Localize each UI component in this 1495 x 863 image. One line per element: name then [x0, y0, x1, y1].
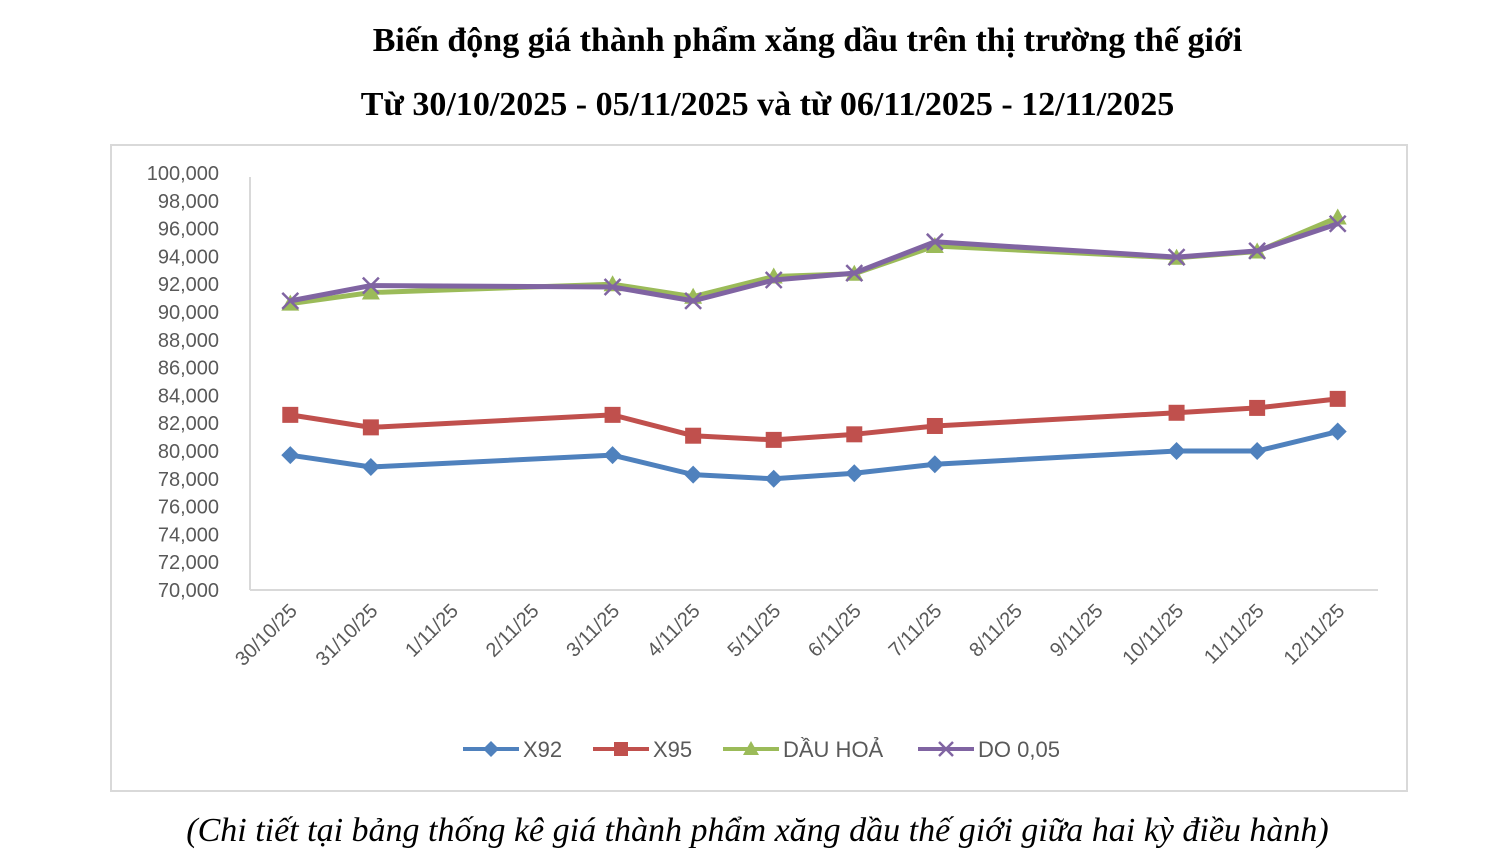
legend-item: X92 [463, 737, 562, 762]
triangle-marker-icon [743, 741, 759, 755]
x-tick-label: 9/11/25 [1046, 600, 1108, 662]
x-tick-label: 2/11/25 [482, 600, 544, 662]
x-marker-icon [603, 278, 622, 296]
legend-label: DẦU HOẢ [783, 737, 884, 762]
y-tick-label: 92,000 [158, 274, 219, 296]
legend-item: X95 [593, 737, 692, 762]
x-marker-icon [1167, 248, 1186, 266]
series-x95 [282, 390, 1346, 448]
series-x92 [281, 422, 1347, 488]
x-marker-icon [845, 264, 864, 282]
y-tick-label: 94,000 [158, 246, 219, 268]
diamond-marker-icon [1328, 422, 1347, 441]
x-tick-label: 1/11/25 [401, 600, 463, 662]
x-marker-icon [684, 291, 703, 310]
x-marker-icon [281, 291, 300, 310]
triangle-marker-icon [361, 283, 380, 300]
square-marker-icon [1168, 404, 1185, 421]
y-tick-label: 82,000 [158, 413, 219, 435]
x-tick-label: 11/11/25 [1200, 600, 1269, 669]
chart-frame [110, 144, 1408, 792]
legend: X92 X95 DẦU HOẢ DO 0,05 [463, 737, 1060, 762]
x-tick-label: 3/11/25 [562, 600, 624, 662]
chart-title: Biến động giá thành phẩm xăng dầu trên t… [372, 22, 1243, 59]
y-tick-label: 74,000 [158, 524, 219, 546]
square-marker-icon [926, 417, 943, 434]
x-tick-label: 7/11/25 [885, 600, 947, 662]
y-tick-label: 100,000 [147, 163, 219, 185]
diamond-marker-icon [361, 457, 380, 476]
y-tick-label: 76,000 [158, 497, 219, 519]
x-marker-icon [925, 232, 944, 251]
triangle-marker-icon [925, 236, 944, 253]
x-marker-icon [1248, 241, 1267, 260]
y-tick-label: 80,000 [158, 441, 219, 463]
x-marker-icon [764, 271, 783, 289]
y-tick-label: 70,000 [158, 580, 219, 602]
diamond-marker-icon [281, 446, 300, 465]
x-tick-label: 5/11/25 [724, 600, 786, 662]
diamond-marker-icon [764, 469, 783, 488]
series-do-0-05 [281, 214, 1347, 310]
square-marker-icon [1249, 399, 1266, 416]
legend-item: DO 0,05 [918, 737, 1060, 762]
diamond-marker-icon [684, 465, 703, 484]
x-marker-icon [361, 276, 380, 295]
x-tick-label: 12/11/25 [1280, 600, 1350, 670]
diamond-marker-icon [603, 446, 622, 465]
x-tick-label: 8/11/25 [965, 600, 1027, 662]
series-line [289, 396, 1338, 443]
square-marker-icon [282, 406, 299, 423]
x-tick-label: 31/10/25 [312, 600, 383, 671]
x-tick-label: 30/10/25 [231, 600, 302, 671]
square-marker-icon [765, 431, 782, 448]
diamond-marker-icon [483, 741, 499, 757]
y-tick-label: 86,000 [158, 358, 219, 380]
x-tick-label: 10/11/25 [1119, 600, 1189, 670]
chart-caption: (Chi tiết tại bảng thống kê giá thành ph… [186, 812, 1329, 849]
diamond-marker-icon [1248, 442, 1267, 460]
x-marker-icon [938, 741, 954, 757]
diamond-marker-icon [925, 455, 944, 474]
x-tick-label: 6/11/25 [804, 600, 866, 662]
y-tick-label: 84,000 [158, 385, 219, 407]
diamond-marker-icon [1167, 442, 1186, 460]
diamond-marker-icon [845, 464, 864, 483]
y-tick-label: 96,000 [158, 219, 219, 241]
square-marker-icon [604, 406, 621, 423]
y-tick-label: 78,000 [158, 469, 219, 491]
legend-label: DO 0,05 [978, 737, 1060, 762]
y-tick-label: 98,000 [158, 191, 219, 213]
square-marker-icon [685, 427, 702, 444]
series-line [289, 221, 1339, 304]
y-tick-label: 72,000 [158, 552, 219, 574]
y-tick-label: 90,000 [158, 302, 219, 324]
square-marker-icon [1329, 390, 1346, 407]
square-marker-icon [362, 419, 379, 436]
square-marker-icon [614, 742, 628, 756]
legend-item: DẦU HOẢ [723, 737, 884, 762]
legend-label: X95 [653, 737, 692, 762]
series-line [289, 429, 1339, 482]
y-tick-label: 88,000 [158, 330, 219, 352]
x-tick-label: 4/11/25 [643, 600, 705, 662]
x-marker-icon [1328, 214, 1347, 233]
legend-label: X92 [523, 737, 562, 762]
series-d-u-ho- [281, 208, 1347, 311]
chart-subtitle: Từ 30/10/2025 - 05/11/2025 và từ 06/11/2… [360, 86, 1175, 123]
square-marker-icon [846, 426, 863, 443]
